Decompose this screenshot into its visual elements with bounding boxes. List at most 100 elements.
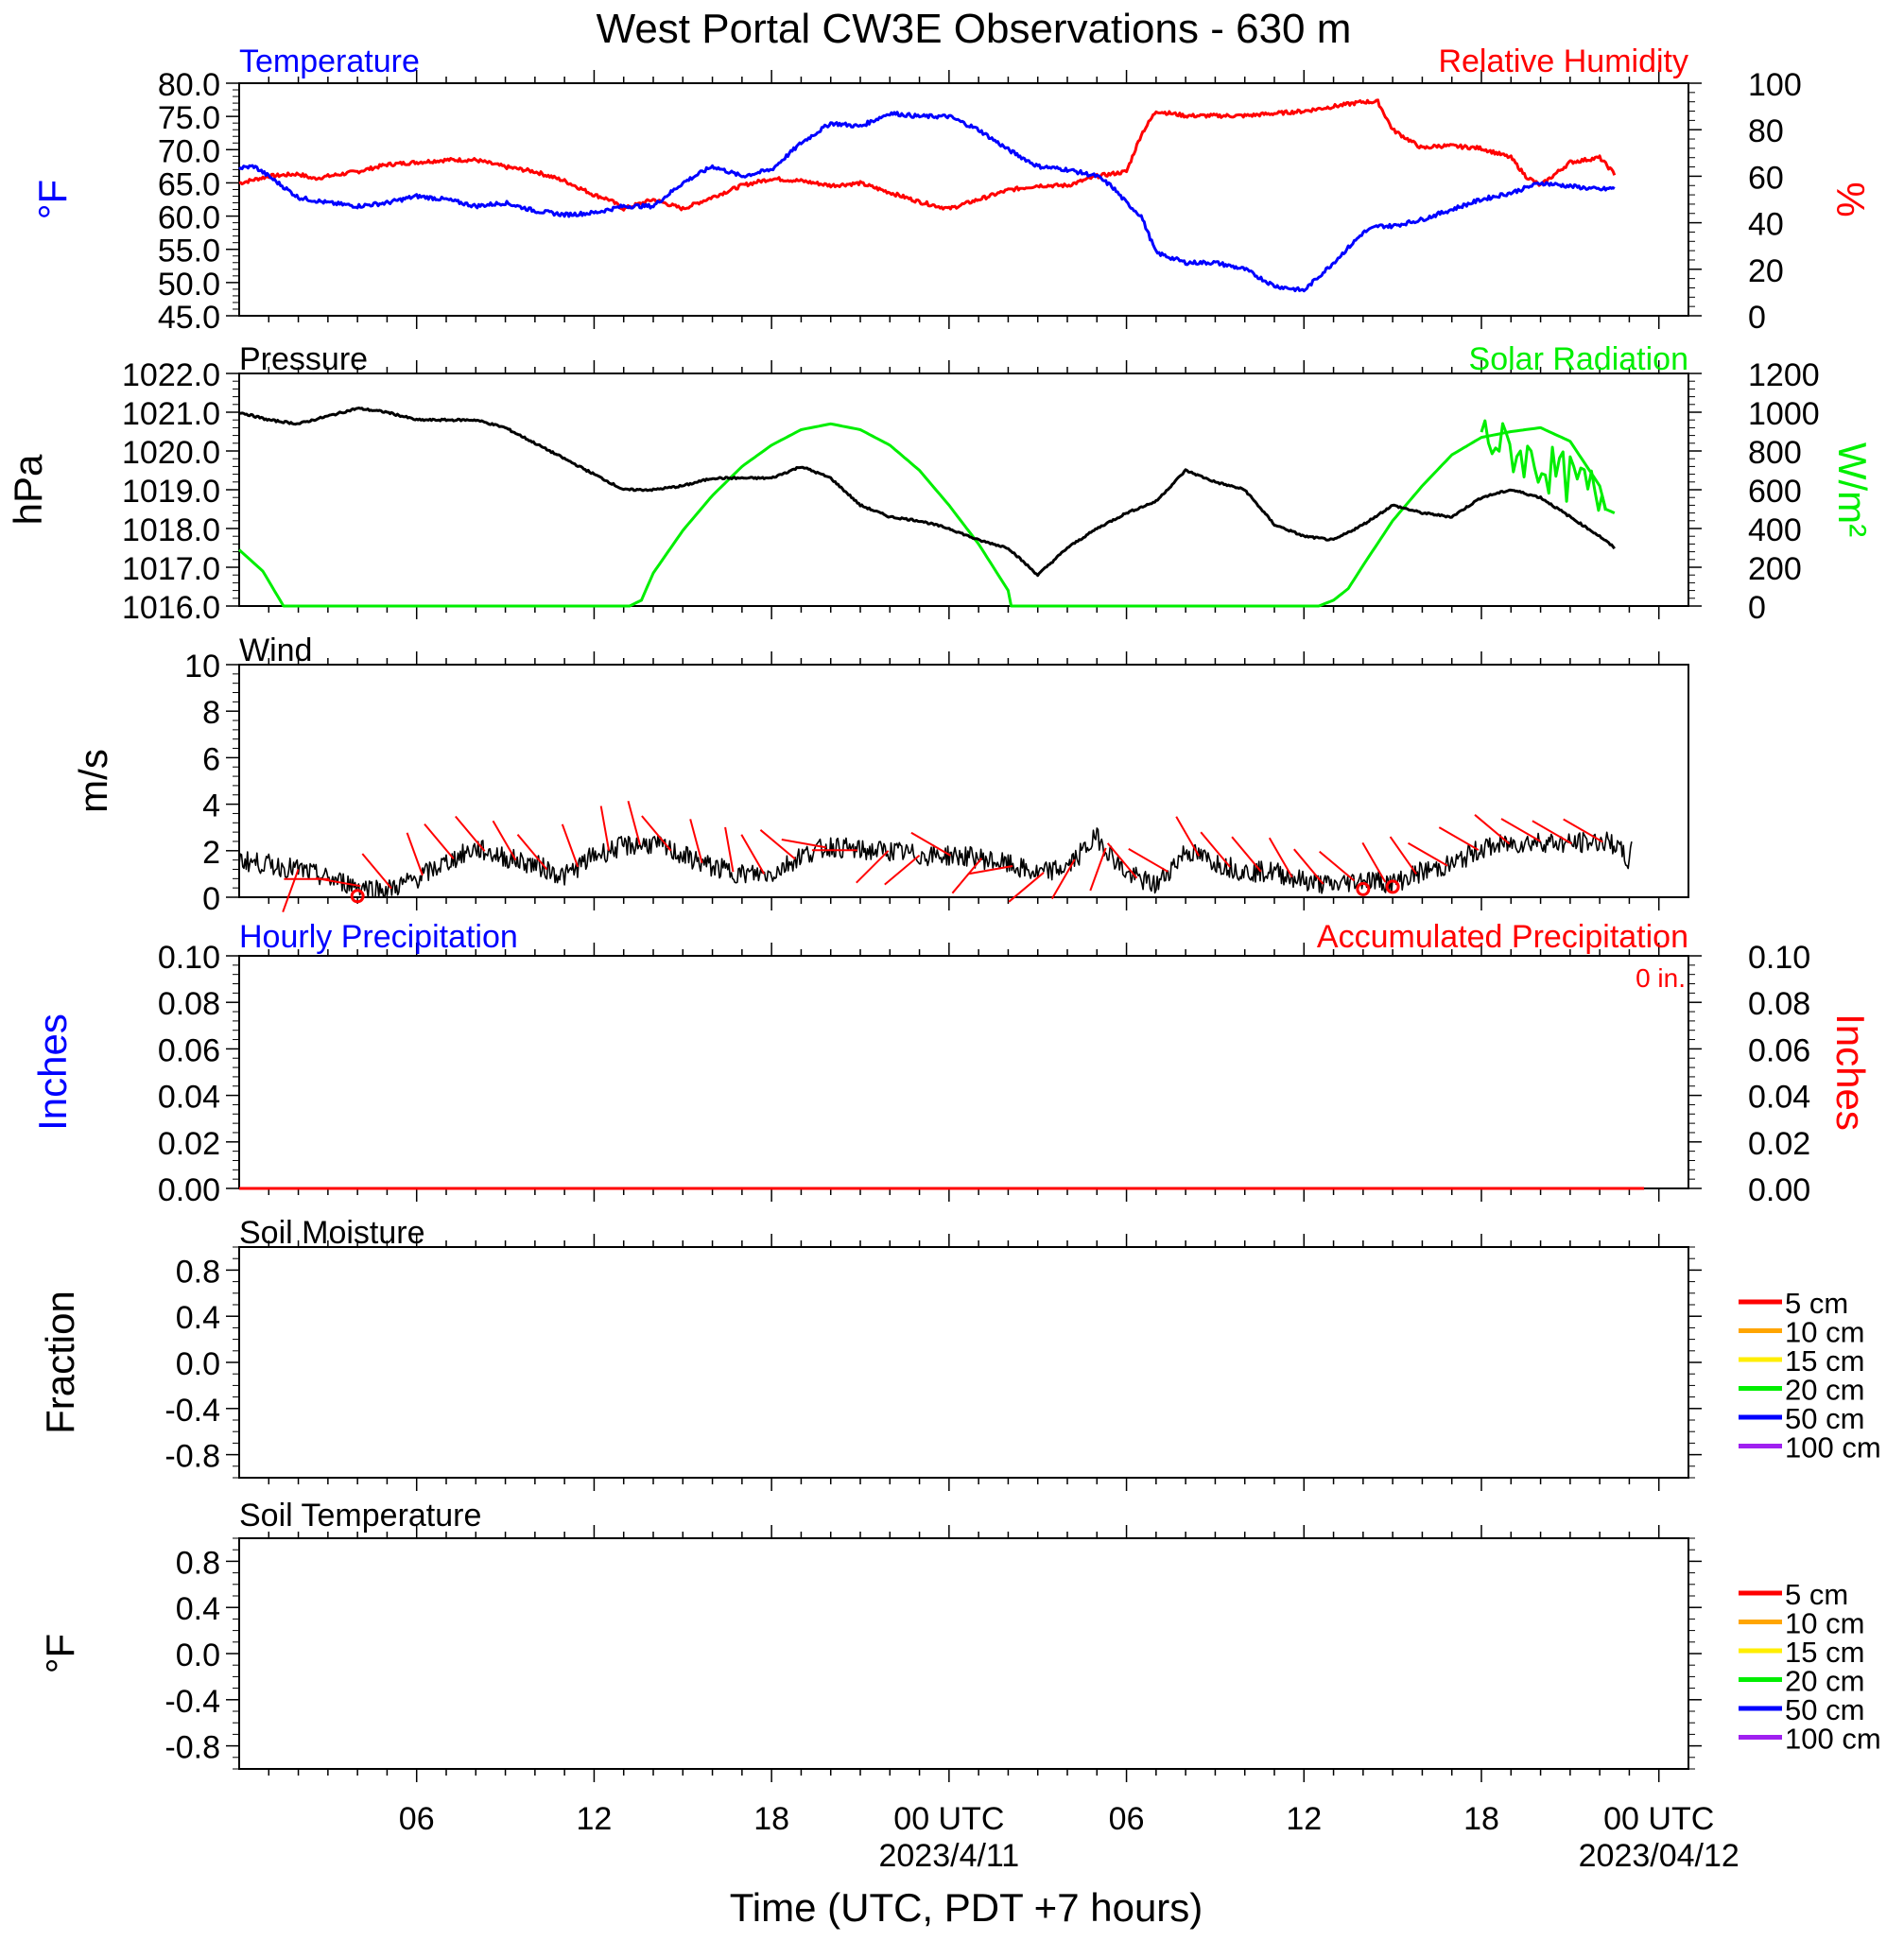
right-axis-tick-label: 80 <box>1748 113 1784 149</box>
wind-barb <box>1268 837 1293 878</box>
legend-label: 5 cm <box>1785 1287 1848 1320</box>
legend-label: 15 cm <box>1785 1344 1864 1378</box>
wind-barb <box>641 815 672 852</box>
temperature-unit: °F <box>30 180 75 219</box>
pressure-title: Pressure <box>239 341 368 377</box>
left-axis-tick-label: 6 <box>202 741 220 777</box>
wind-barb <box>315 876 361 888</box>
right-axis-tick-label: 1200 <box>1748 357 1820 393</box>
pressure-line <box>238 407 1616 578</box>
wind-barb <box>599 806 611 851</box>
left-axis-tick-label: 0.0 <box>176 1638 220 1673</box>
wind-barb <box>759 829 796 860</box>
legend-label: 15 cm <box>1785 1636 1864 1669</box>
left-axis-tick-label: 1016.0 <box>122 590 220 626</box>
left-axis-tick-label: 70.0 <box>158 133 220 169</box>
right-axis-tick-label: 400 <box>1748 512 1802 548</box>
wind-barb <box>1231 836 1262 873</box>
soil-moisture-panel: 0.8 0.4 0.0 -0.4 -0.8 Soil Moisture Fraction 5 … <box>38 1215 1881 1491</box>
legend-label: 100 cm <box>1785 1723 1881 1756</box>
left-axis-tick-label: 1020.0 <box>122 435 220 471</box>
left-axis-tick-label: 60.0 <box>158 200 220 236</box>
legend-label: 20 cm <box>1785 1374 1864 1407</box>
accum-precip-unit: Inches <box>1828 1014 1873 1131</box>
wind-barb <box>1089 847 1107 892</box>
x-tick-label: 18 <box>1463 1801 1499 1837</box>
left-axis-tick-label: 0.4 <box>176 1300 220 1336</box>
wind-barb <box>1319 850 1356 882</box>
left-axis-tick-label: 65.0 <box>158 166 220 202</box>
calm-wind-marker <box>350 889 365 904</box>
right-axis-tick-label: 200 <box>1748 551 1802 587</box>
left-axis-tick-label: 0.8 <box>176 1254 220 1290</box>
temperature-humidity-panel: 80.075.070.065.060.055.050.045.0 100 80 60 4… <box>30 43 1873 336</box>
left-axis-tick-label: 0.4 <box>176 1591 220 1627</box>
left-axis-tick-label: 8 <box>202 695 220 731</box>
left-axis-tick-label: 0.8 <box>176 1545 220 1581</box>
right-axis-tick-label: 0.06 <box>1748 1032 1810 1068</box>
wind-barb <box>1050 858 1076 900</box>
left-axis-tick-label: 50.0 <box>158 267 220 303</box>
wind-barb <box>1438 826 1480 851</box>
soil_temp-title: Soil Temperature <box>239 1498 481 1534</box>
wind-barb <box>1361 841 1387 883</box>
x-tick-label: 06 <box>1109 1801 1145 1837</box>
accum-total-label: 0 in. <box>1636 963 1686 993</box>
x-tick-date-label: 2023/4/11 <box>878 1838 1019 1874</box>
temperature-line <box>238 111 1616 293</box>
hourly-precip-unit: Inches <box>30 1014 75 1131</box>
hourly-precip-title: Hourly Precipitation <box>239 919 518 955</box>
solar-noisy-tail <box>1480 419 1607 512</box>
right-axis-tick-label: 1000 <box>1748 396 1820 432</box>
x-tick-date-label: 2023/04/12 <box>1579 1838 1740 1874</box>
left-axis-tick-label: 1021.0 <box>122 396 220 432</box>
right-axis-tick-label: 0 <box>1748 590 1766 626</box>
legend-label: 10 cm <box>1785 1607 1864 1640</box>
soil_moisture-unit: Fraction <box>38 1291 82 1434</box>
wind-barb <box>1293 848 1324 885</box>
accum-precip-title: Accumulated Precipitation <box>1317 919 1688 955</box>
chart-title: West Portal CW3E Observations - 630 m <box>597 6 1352 52</box>
left-axis-tick-label: 0.0 <box>176 1346 220 1382</box>
left-axis-tick-label: 0.02 <box>158 1126 220 1162</box>
left-axis-tick-label: 0 <box>202 881 220 917</box>
left-axis-tick-label: -0.4 <box>164 1393 220 1429</box>
legend-label: 5 cm <box>1785 1578 1848 1611</box>
humidity-unit: % <box>1828 182 1873 217</box>
plot-frame <box>238 82 1689 317</box>
left-axis-tick-label: -0.4 <box>164 1684 220 1720</box>
left-axis-tick-label: 1018.0 <box>122 512 220 548</box>
wind-barb <box>910 831 951 857</box>
left-axis-tick-label: 2 <box>202 835 220 871</box>
wind-title: Wind <box>239 633 312 668</box>
right-axis-tick-label: 600 <box>1748 474 1802 510</box>
left-axis-tick-label: -0.8 <box>164 1730 220 1766</box>
wind-barb <box>740 834 766 875</box>
precipitation-panel: 0.10 0.08 0.06 0.04 0.02 0.00 0.10 0.08 0.06 0.04… <box>30 919 1873 1208</box>
wind-barb <box>689 819 703 863</box>
wind-barb <box>1200 831 1231 868</box>
left-axis-tick-label: 1022.0 <box>122 357 220 393</box>
calm-wind-marker <box>1385 879 1400 894</box>
left-axis-tick-label: -0.8 <box>164 1439 220 1475</box>
legend-label: 10 cm <box>1785 1316 1864 1349</box>
solar-line <box>237 422 1616 608</box>
plot-frame <box>238 1246 1689 1479</box>
pressure-unit: hPa <box>6 454 50 525</box>
wind-barb <box>884 854 921 886</box>
wind-barb <box>856 850 890 884</box>
right-axis-tick-label: 0.02 <box>1748 1126 1810 1162</box>
left-axis-tick-label: 0.06 <box>158 1032 220 1068</box>
wind-barb <box>492 820 517 861</box>
legend-label: 100 cm <box>1785 1431 1881 1464</box>
soil_temp-unit: °F <box>38 1634 82 1673</box>
wind-barb <box>1389 836 1417 875</box>
right-axis-tick-label: 0.08 <box>1748 986 1810 1022</box>
right-axis-tick-label: 100 <box>1748 67 1802 103</box>
humidity-title: Relative Humidity <box>1438 43 1688 79</box>
wind-barb <box>1106 842 1138 879</box>
temperature-title: Temperature <box>239 43 420 79</box>
wind-barb <box>282 869 300 912</box>
